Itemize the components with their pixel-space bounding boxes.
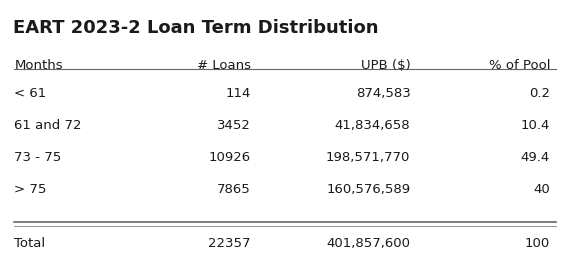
Text: % of Pool: % of Pool bbox=[488, 59, 550, 72]
Text: 100: 100 bbox=[525, 237, 550, 250]
Text: 401,857,600: 401,857,600 bbox=[327, 237, 410, 250]
Text: # Loans: # Loans bbox=[197, 59, 251, 72]
Text: EART 2023-2 Loan Term Distribution: EART 2023-2 Loan Term Distribution bbox=[13, 19, 378, 37]
Text: 49.4: 49.4 bbox=[521, 151, 550, 164]
Text: 874,583: 874,583 bbox=[356, 87, 410, 100]
Text: 114: 114 bbox=[225, 87, 251, 100]
Text: Total: Total bbox=[14, 237, 46, 250]
Text: > 75: > 75 bbox=[14, 183, 47, 196]
Text: 7865: 7865 bbox=[217, 183, 251, 196]
Text: 0.2: 0.2 bbox=[529, 87, 550, 100]
Text: < 61: < 61 bbox=[14, 87, 47, 100]
Text: Months: Months bbox=[14, 59, 63, 72]
Text: 73 - 75: 73 - 75 bbox=[14, 151, 62, 164]
Text: 10926: 10926 bbox=[209, 151, 251, 164]
Text: 198,571,770: 198,571,770 bbox=[326, 151, 410, 164]
Text: UPB ($): UPB ($) bbox=[361, 59, 410, 72]
Text: 41,834,658: 41,834,658 bbox=[335, 119, 410, 132]
Text: 3452: 3452 bbox=[217, 119, 251, 132]
Text: 61 and 72: 61 and 72 bbox=[14, 119, 82, 132]
Text: 22357: 22357 bbox=[208, 237, 251, 250]
Text: 40: 40 bbox=[534, 183, 550, 196]
Text: 160,576,589: 160,576,589 bbox=[326, 183, 410, 196]
Text: 10.4: 10.4 bbox=[520, 119, 550, 132]
